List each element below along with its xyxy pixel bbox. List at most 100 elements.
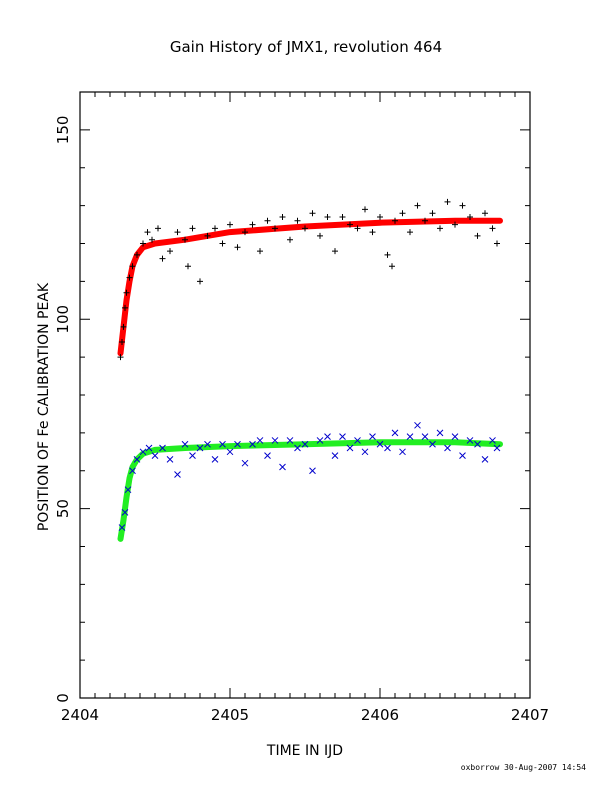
cross-point-series-2 (166, 456, 174, 463)
plus-point-series-1 (407, 229, 413, 236)
plus-point-series-1 (317, 232, 323, 239)
plus-point-series-1 (257, 248, 263, 255)
plus-point-series-1 (140, 240, 146, 247)
cross-point-series-2 (189, 452, 196, 459)
cross-point-series-2 (286, 437, 294, 444)
plus-point-series-1 (155, 225, 161, 232)
plus-point-series-1 (129, 263, 136, 270)
plus-point-series-1 (399, 210, 406, 217)
plot-frame (79, 91, 531, 699)
plus-point-series-1 (489, 225, 496, 232)
cross-point-series-2 (124, 486, 132, 494)
plus-point-series-1 (212, 225, 218, 232)
cross-point-series-2 (301, 440, 309, 448)
plus-point-series-1 (369, 229, 376, 236)
cross-point-series-2 (241, 459, 249, 467)
x-tick-label: 2407 (511, 706, 549, 724)
cross-point-series-2 (294, 444, 301, 452)
plus-point-series-1 (444, 198, 451, 205)
y-tick-label: 0 (54, 693, 72, 703)
cross-point-series-2 (234, 440, 241, 448)
cross-point-series-2 (145, 444, 153, 452)
plus-point-series-1 (182, 236, 188, 243)
chart-title: Gain History of JMX1, revolution 464 (170, 38, 442, 56)
plus-point-series-1 (149, 236, 155, 243)
x-tick-label: 2404 (61, 706, 99, 724)
plus-point-series-1 (219, 240, 226, 247)
cross-point-series-2 (331, 452, 339, 459)
plus-point-series-1 (429, 210, 436, 217)
axis-ticks (79, 91, 531, 699)
plus-point-series-1 (185, 263, 191, 270)
cross-point-series-2 (196, 444, 204, 452)
y-tick-label: 50 (54, 499, 72, 518)
plus-point-series-1 (123, 289, 130, 296)
cross-point-series-2 (271, 437, 279, 444)
x-tick-label: 2405 (211, 706, 249, 724)
cross-point-series-2 (204, 440, 211, 448)
cross-point-series-2 (391, 429, 399, 437)
cross-point-series-2 (139, 448, 147, 456)
cross-point-series-2 (444, 444, 451, 452)
cross-point-series-2 (256, 437, 264, 444)
plus-point-series-1 (134, 251, 140, 258)
plus-point-series-1 (339, 213, 346, 220)
cross-point-series-2 (219, 440, 226, 448)
plus-point-series-1 (362, 206, 368, 213)
y-axis-label: POSITION OF Fe CALIBRATION PEAK (36, 282, 52, 531)
cross-point-series-2 (226, 448, 234, 456)
plus-point-series-1 (494, 240, 500, 247)
plus-point-series-1 (287, 236, 293, 243)
fit-curve-2 (117, 439, 503, 542)
cross-point-series-2 (406, 433, 414, 441)
plus-point-series-1 (119, 338, 125, 345)
cross-point-series-2 (459, 452, 466, 459)
plus-point-series-1 (384, 251, 391, 258)
plus-point-series-1 (272, 225, 278, 232)
plus-point-series-1 (159, 255, 166, 262)
cross-point-series-2 (361, 448, 369, 456)
cross-point-series-2 (346, 444, 354, 452)
cross-point-series-2 (429, 440, 436, 448)
plus-point-series-1 (392, 217, 398, 224)
cross-point-series-2 (436, 429, 444, 437)
fit-curves (117, 217, 503, 542)
cross-point-series-2 (181, 440, 189, 448)
plus-point-series-1 (197, 278, 203, 285)
cross-point-series-2 (384, 444, 391, 452)
footer-stamp: oxborrow 30-Aug-2007 14:54 (461, 763, 586, 772)
cross-point-series-2 (369, 433, 376, 441)
cross-point-series-2 (249, 440, 256, 448)
cross-point-series-2 (399, 448, 406, 456)
cross-point-series-2 (279, 463, 286, 471)
cross-point-series-2 (264, 452, 271, 459)
plus-point-series-1 (324, 213, 331, 220)
plus-point-series-1 (302, 225, 308, 232)
cross-point-series-2 (414, 421, 421, 429)
plus-point-series-1 (117, 354, 124, 361)
plus-point-series-1 (377, 213, 383, 220)
cross-point-series-2 (354, 437, 361, 444)
plus-point-series-1 (167, 248, 173, 255)
plus-point-series-1 (189, 225, 196, 232)
cross-point-series-2 (211, 456, 219, 463)
plus-point-series-1 (389, 263, 395, 270)
plus-point-series-1 (437, 225, 443, 232)
plus-point-series-1 (467, 213, 473, 220)
cross-point-series-2 (474, 440, 481, 448)
cross-point-series-2 (451, 433, 459, 441)
plus-point-series-1 (422, 217, 428, 224)
cross-point-series-2 (151, 452, 159, 459)
plus-point-series-1 (204, 232, 211, 239)
plus-point-series-1 (452, 221, 458, 228)
cross-point-series-2 (118, 524, 126, 531)
cross-point-series-2 (159, 444, 166, 452)
cross-point-series-2 (339, 433, 346, 441)
plus-point-series-1 (332, 248, 338, 255)
y-tick-label: 150 (54, 116, 72, 145)
plus-point-series-1 (249, 221, 256, 228)
cross-point-series-2 (133, 456, 141, 463)
plus-point-series-1 (234, 244, 241, 251)
plus-point-series-1 (122, 304, 128, 311)
cross-point-series-2 (466, 437, 474, 444)
